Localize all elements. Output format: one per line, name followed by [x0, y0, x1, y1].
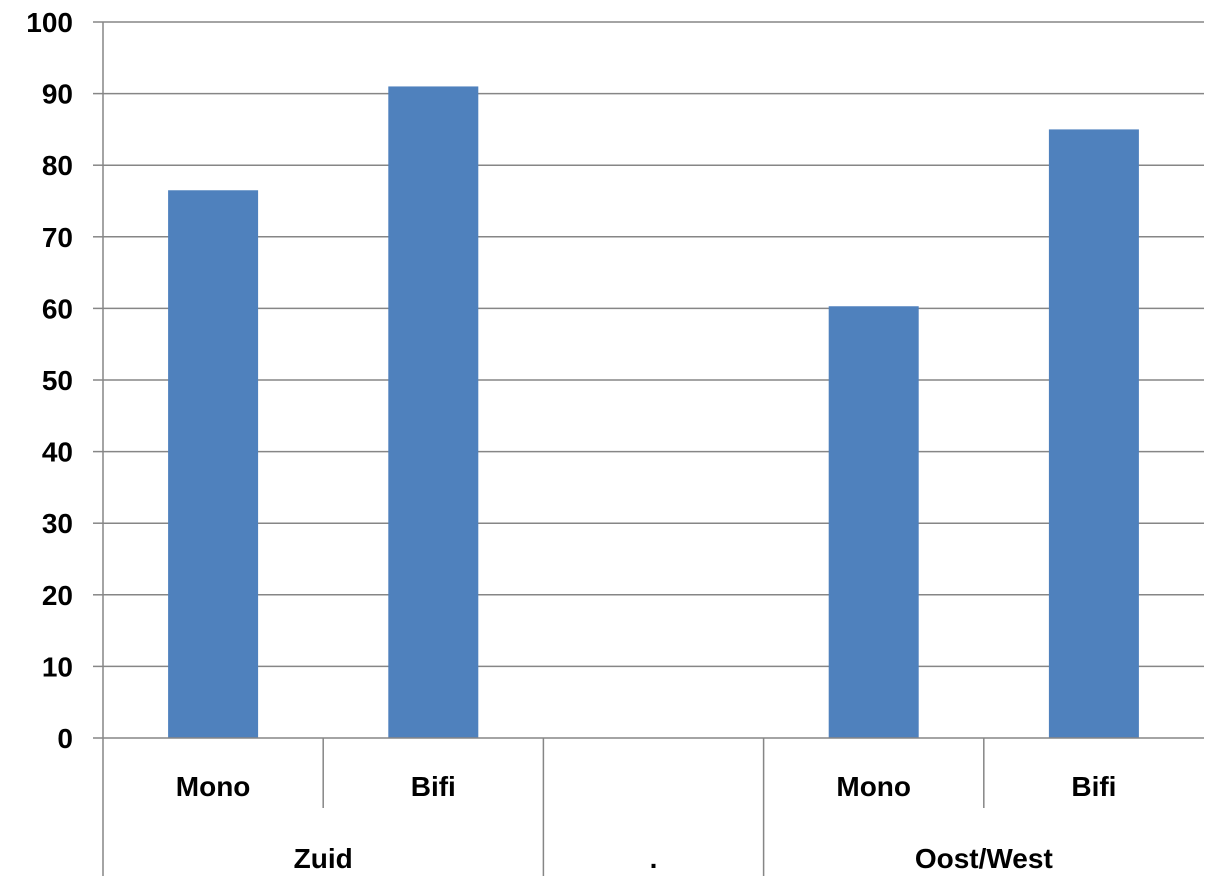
category-label: Bifi: [1071, 771, 1116, 802]
bar: [388, 86, 479, 738]
category-labels: Mono Bifi Zuid . Mono Bifi Oost/West: [176, 771, 1117, 874]
y-axis-tick-labels: 0 10 20 30 40 50 60 70 80 90 100: [26, 7, 73, 754]
y-tick-label: 10: [42, 651, 73, 682]
category-label: Bifi: [411, 771, 456, 802]
gridlines: [103, 21, 1204, 668]
y-tick-label: 0: [57, 723, 73, 754]
y-tick-label: 90: [42, 79, 73, 110]
group-label: Oost/West: [915, 843, 1053, 874]
y-tick-label: 30: [42, 508, 73, 539]
y-tick-label: 80: [42, 150, 73, 181]
y-tick-label: 70: [42, 222, 73, 253]
group-label: .: [650, 843, 658, 874]
y-tick-label: 40: [42, 437, 73, 468]
axes: [93, 21, 1204, 876]
y-tick-label: 20: [42, 580, 73, 611]
y-tick-label: 50: [42, 365, 73, 396]
bars: [168, 86, 1139, 738]
category-label: Mono: [836, 771, 911, 802]
bar: [828, 306, 919, 738]
y-tick-label: 60: [42, 293, 73, 324]
category-label: Mono: [176, 771, 251, 802]
bar: [168, 190, 259, 738]
bar: [1048, 129, 1139, 738]
y-tick-label: 100: [26, 7, 73, 38]
group-label: Zuid: [294, 843, 353, 874]
